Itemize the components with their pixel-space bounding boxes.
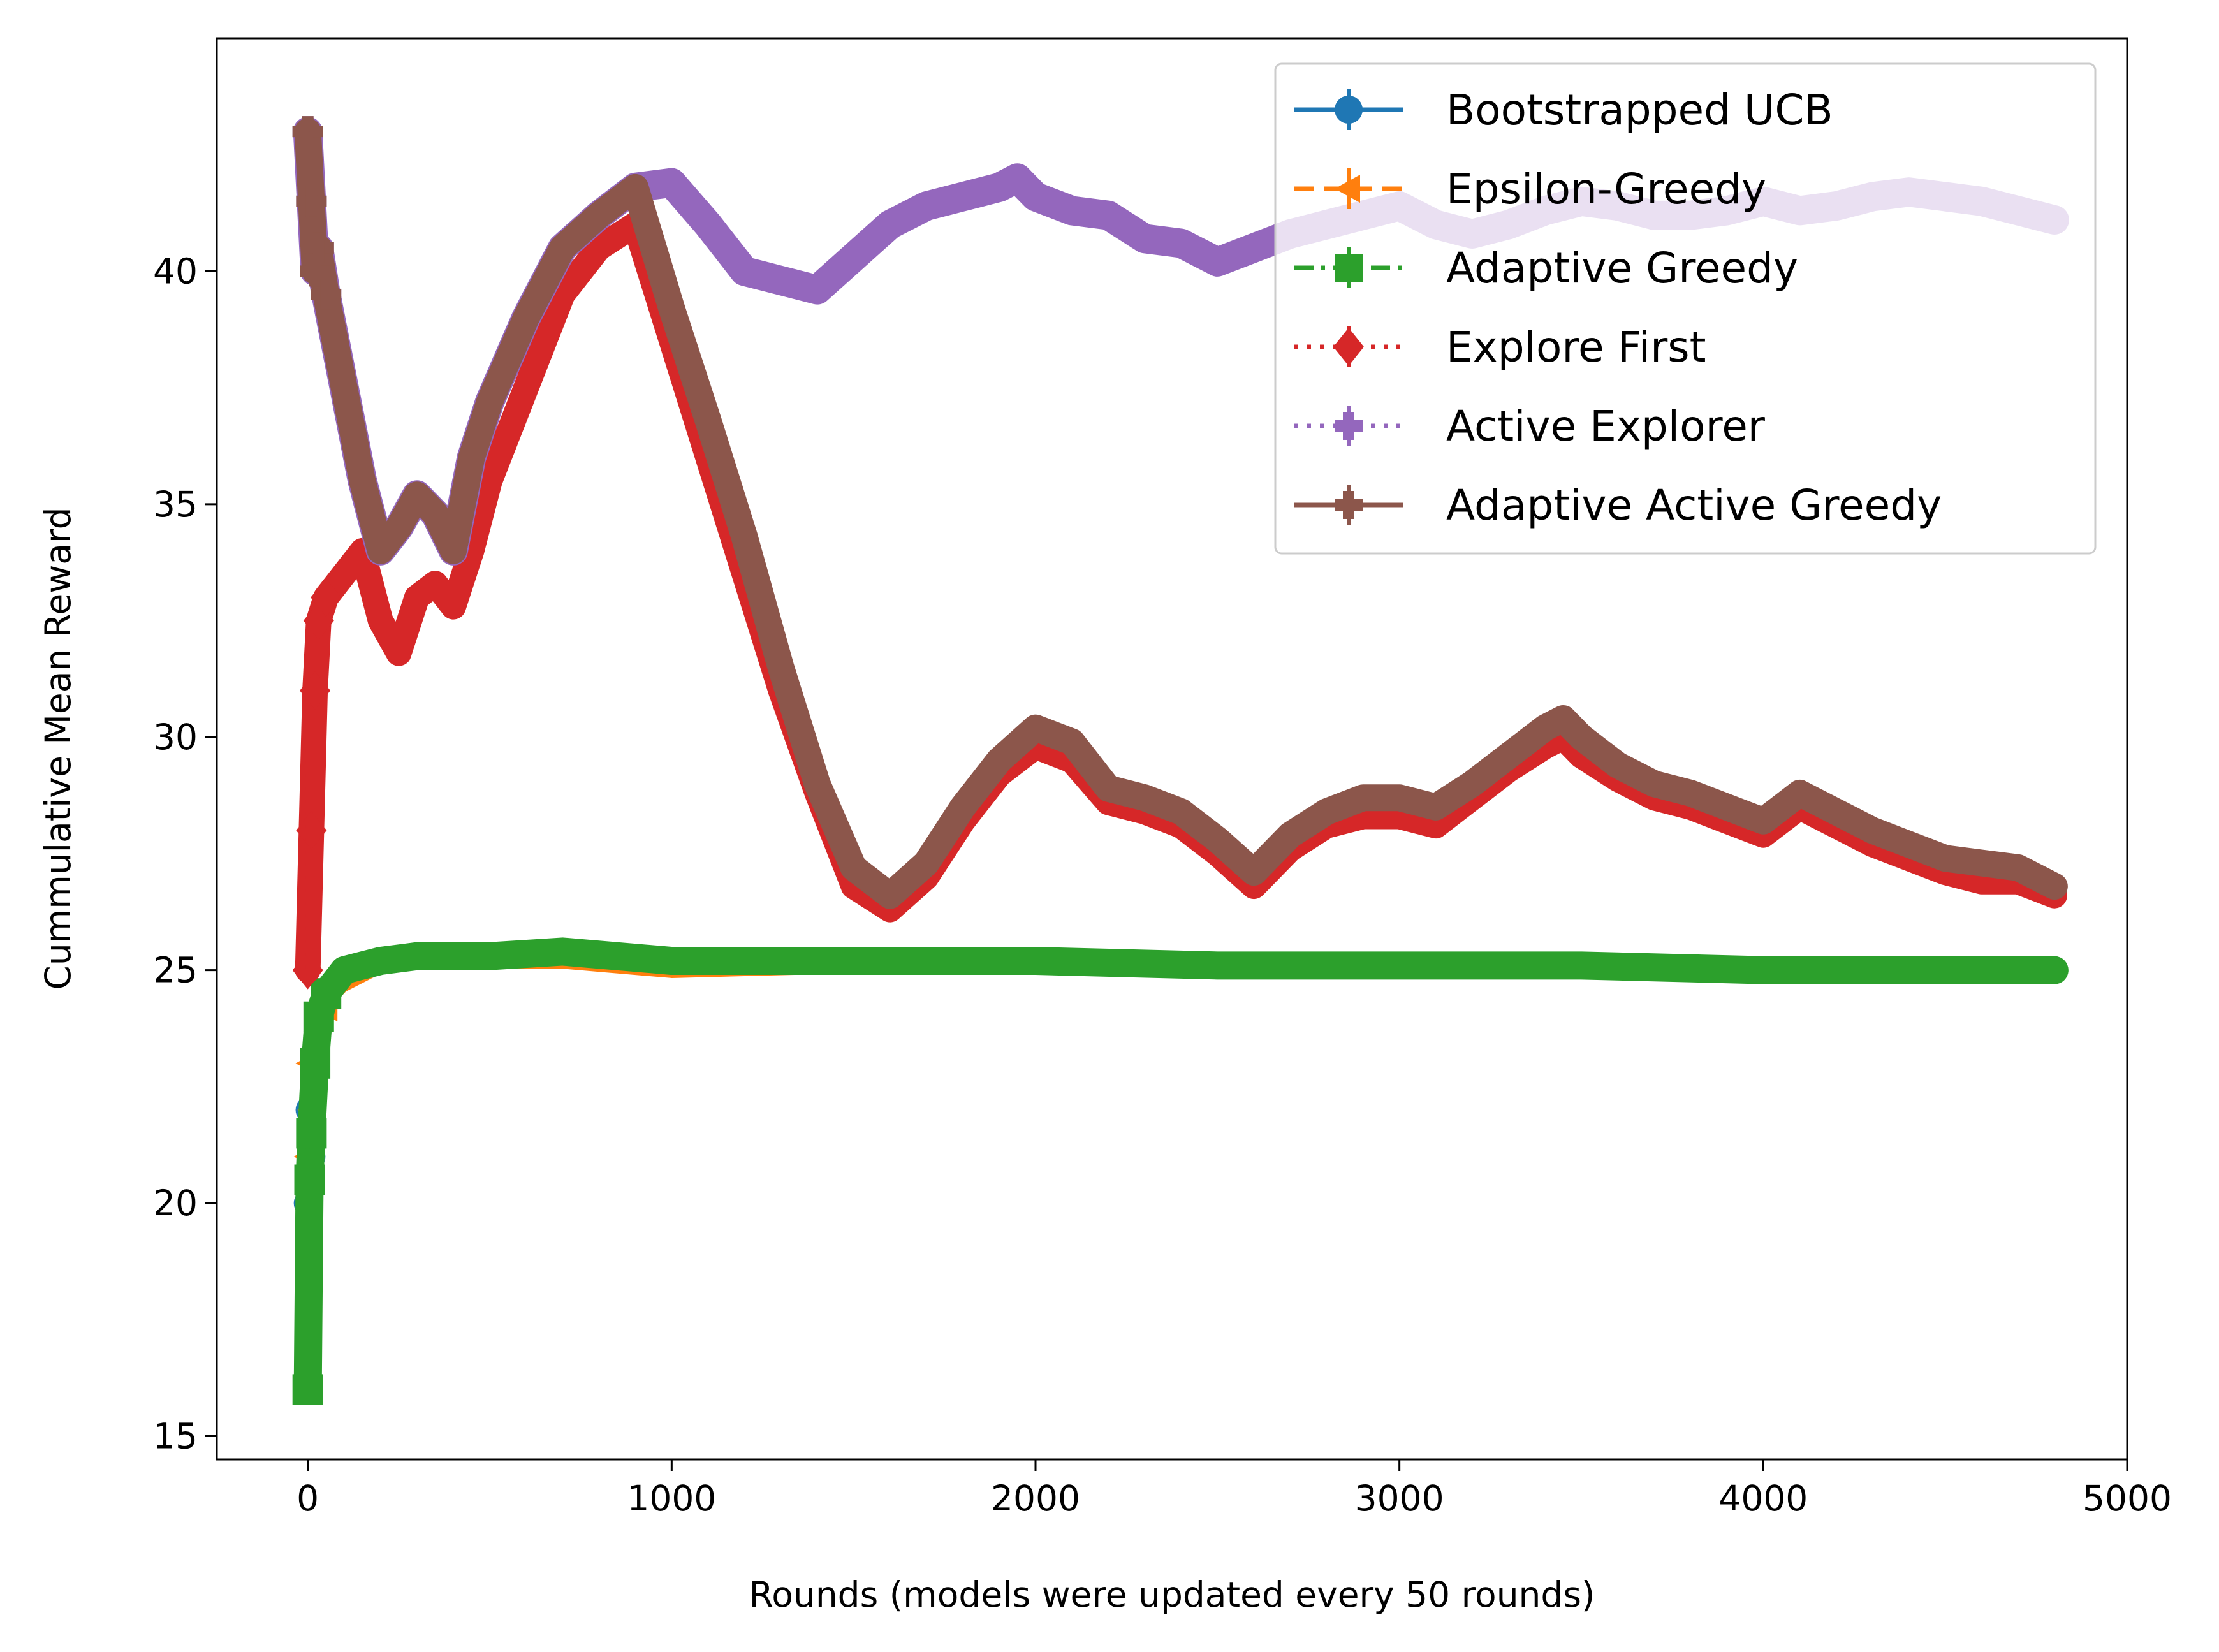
series-adaptive-greedy bbox=[292, 937, 2069, 1405]
legend-label: Explore First bbox=[1446, 323, 1706, 372]
x-axis: 0 1000 2000 3000 4000 5000 bbox=[297, 1459, 2172, 1519]
legend-item: Active Explorer bbox=[1294, 402, 1766, 451]
legend-box bbox=[1274, 62, 2097, 555]
data-point bbox=[300, 1048, 331, 1079]
y-axis-label: Cummulative Mean Reward bbox=[38, 507, 78, 990]
y-tick-label: 35 bbox=[153, 484, 198, 525]
data-point bbox=[312, 232, 325, 263]
data-point bbox=[303, 601, 334, 640]
y-axis: 15 20 25 30 35 40 bbox=[153, 251, 217, 1456]
legend-item: Adaptive Greedy bbox=[1294, 244, 1798, 293]
x-tick-label: 3000 bbox=[1355, 1478, 1444, 1519]
y-tick-label: 20 bbox=[153, 1183, 198, 1224]
series-line bbox=[293, 937, 2069, 1404]
legend-label: Adaptive Active Greedy bbox=[1446, 481, 1942, 530]
legend-item: Explore First bbox=[1294, 323, 1706, 372]
plot-area bbox=[292, 116, 2069, 1405]
x-tick-label: 1000 bbox=[627, 1478, 716, 1519]
data-point bbox=[296, 1118, 327, 1149]
x-tick-label: 4000 bbox=[1718, 1478, 1808, 1519]
x-tick-label: 0 bbox=[297, 1478, 319, 1519]
y-tick-label: 15 bbox=[153, 1415, 198, 1456]
y-tick-label: 30 bbox=[153, 717, 198, 757]
y-tick-label: 40 bbox=[153, 251, 198, 291]
series-layer bbox=[292, 116, 2069, 1405]
legend: Bootstrapped UCB Epsilon-Greedy Adaptive G… bbox=[1274, 62, 2097, 555]
legend-label: Adaptive Greedy bbox=[1446, 244, 1798, 293]
legend-item: Epsilon-Greedy bbox=[1294, 164, 1766, 214]
data-point bbox=[296, 811, 327, 850]
plot-frame bbox=[216, 37, 2128, 1461]
data-point bbox=[311, 978, 342, 1009]
legend-item: Adaptive Active Greedy bbox=[1294, 481, 1942, 530]
series-adaptive-active-greedy bbox=[292, 116, 2068, 909]
legend-label: Bootstrapped UCB bbox=[1446, 85, 1833, 135]
x-axis-label: Rounds (models were updated every 50 rou… bbox=[749, 1574, 1595, 1615]
legend-item: Bootstrapped UCB bbox=[1294, 85, 1833, 135]
data-point bbox=[311, 578, 342, 617]
y-tick-label: 25 bbox=[153, 950, 198, 991]
x-tick-label: 2000 bbox=[991, 1478, 1080, 1519]
data-point bbox=[320, 279, 332, 310]
x-tick-label: 5000 bbox=[2083, 1478, 2172, 1519]
data-point bbox=[309, 256, 321, 287]
legend-label: Epsilon-Greedy bbox=[1446, 164, 1766, 214]
series-line bbox=[294, 118, 2068, 909]
legend-label: Active Explorer bbox=[1446, 402, 1766, 451]
data-point bbox=[292, 951, 323, 990]
